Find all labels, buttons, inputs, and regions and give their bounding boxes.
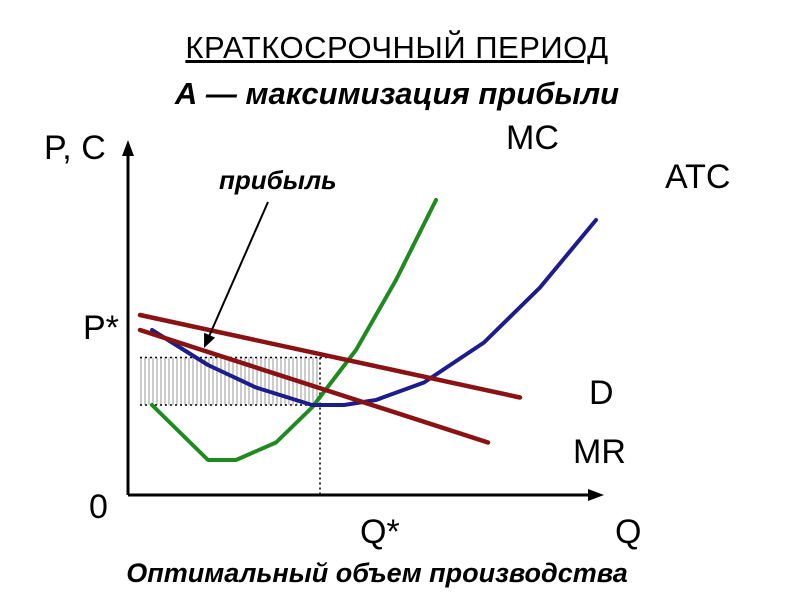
- curve-mc: [150, 198, 438, 462]
- series-label-atc: ATC: [665, 158, 730, 196]
- series-label-mr: MR: [573, 433, 626, 471]
- x-axis-arrow: [588, 489, 604, 501]
- x-axis-label: Q: [615, 513, 641, 551]
- curve-d: [137, 312, 523, 400]
- chart-subtitle: А — максимизация прибыли: [174, 76, 620, 111]
- profit-pointer-arrowhead: [204, 332, 216, 348]
- p-star-label: P*: [83, 309, 119, 347]
- series-label-mc: MC: [506, 119, 559, 157]
- chart-caption: Оптимальный объем производства: [126, 558, 628, 588]
- profit-pointer-arrow: [206, 201, 269, 342]
- profit-label: прибыль: [219, 165, 337, 195]
- series-label-d: D: [589, 374, 614, 412]
- origin-label: 0: [89, 488, 108, 526]
- y-axis-label: P, C: [44, 129, 106, 167]
- q-star-label: Q*: [360, 513, 400, 551]
- chart-title: КРАТКОСРОЧНЫЙ ПЕРИОД: [185, 30, 609, 65]
- y-axis-arrow: [122, 140, 134, 156]
- curve-mr: [137, 327, 491, 445]
